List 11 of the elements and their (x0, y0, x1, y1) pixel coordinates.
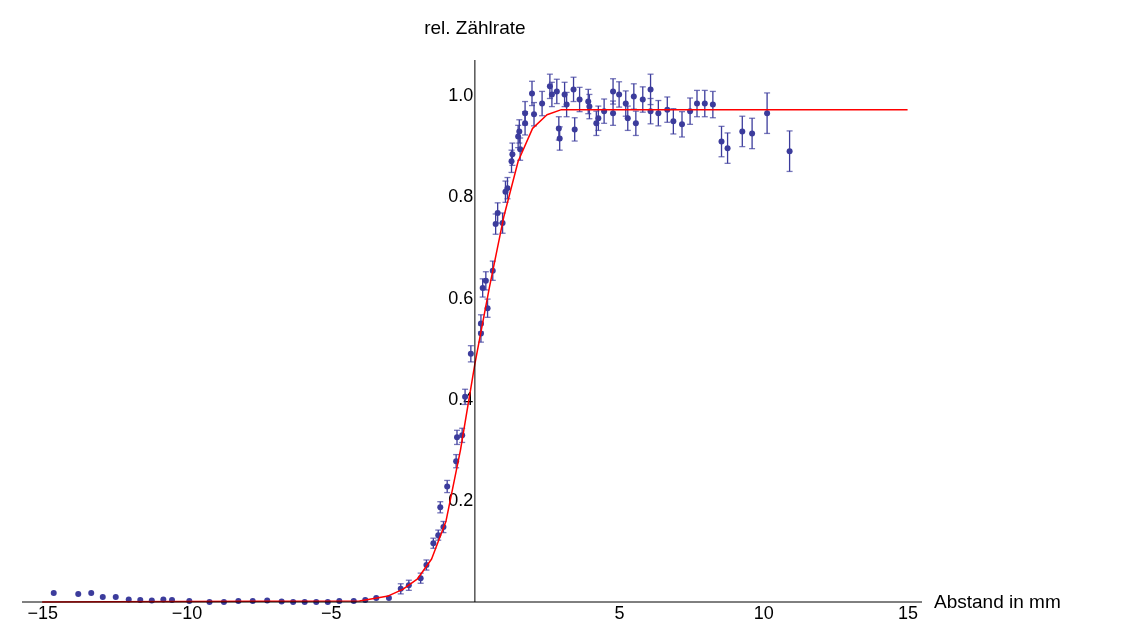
y-tick-label: 1.0 (448, 84, 474, 105)
y-axis-title: rel. Zählrate (424, 17, 526, 38)
y-tick-label: 0.6 (448, 287, 474, 308)
x-tick-label: 10 (753, 602, 774, 623)
y-tick-label: 0.8 (448, 186, 474, 207)
x-tick-label: 15 (898, 602, 919, 623)
x-tick-label: −15 (27, 602, 58, 623)
x-axis-title: Abstand in mm (934, 591, 1061, 612)
x-tick-label: −5 (320, 602, 342, 623)
x-tick-label: 5 (614, 602, 625, 623)
x-tick-label: −10 (171, 602, 203, 623)
